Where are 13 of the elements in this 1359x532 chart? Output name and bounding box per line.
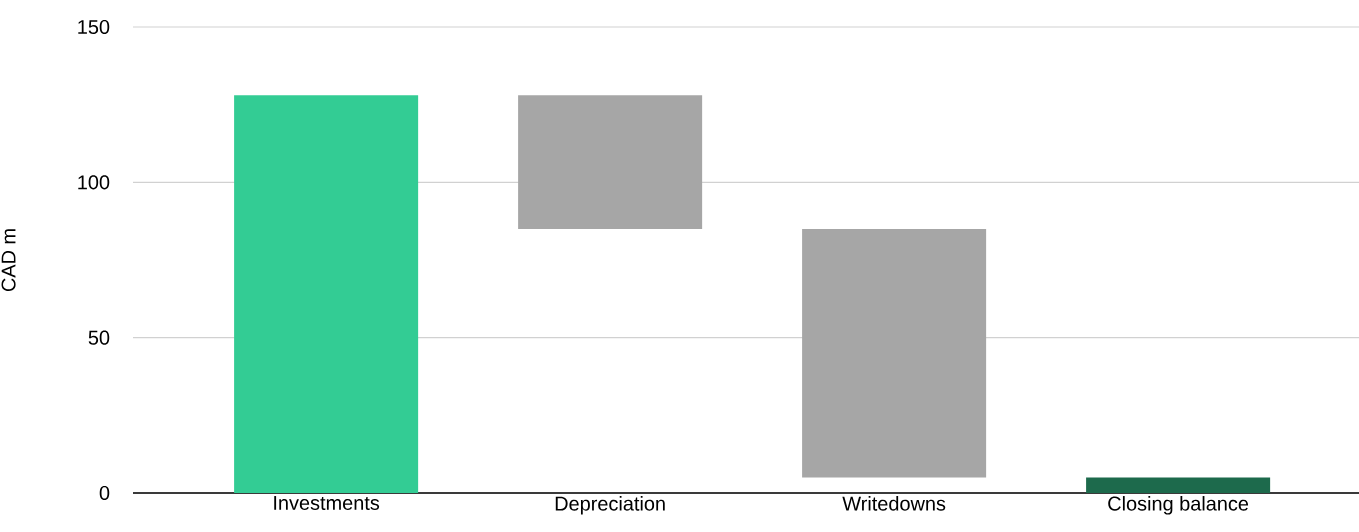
y-axis-title: CAD m: [1, 229, 16, 292]
y-tick-label: 50: [88, 330, 110, 345]
x-tick-label: Closing balance: [1108, 496, 1249, 515]
y-tick-label: 0: [99, 485, 110, 501]
bar: [234, 95, 419, 493]
x-tick-label: Depreciation: [555, 496, 665, 515]
bar: [518, 95, 703, 229]
bar: [802, 228, 987, 478]
bar: [1086, 477, 1271, 493]
x-tick-label: Writedowns: [842, 496, 946, 511]
y-tick-label: 100: [78, 175, 110, 190]
y-tick-label: 150: [78, 19, 110, 35]
x-tick-label: Investments: [274, 496, 380, 510]
